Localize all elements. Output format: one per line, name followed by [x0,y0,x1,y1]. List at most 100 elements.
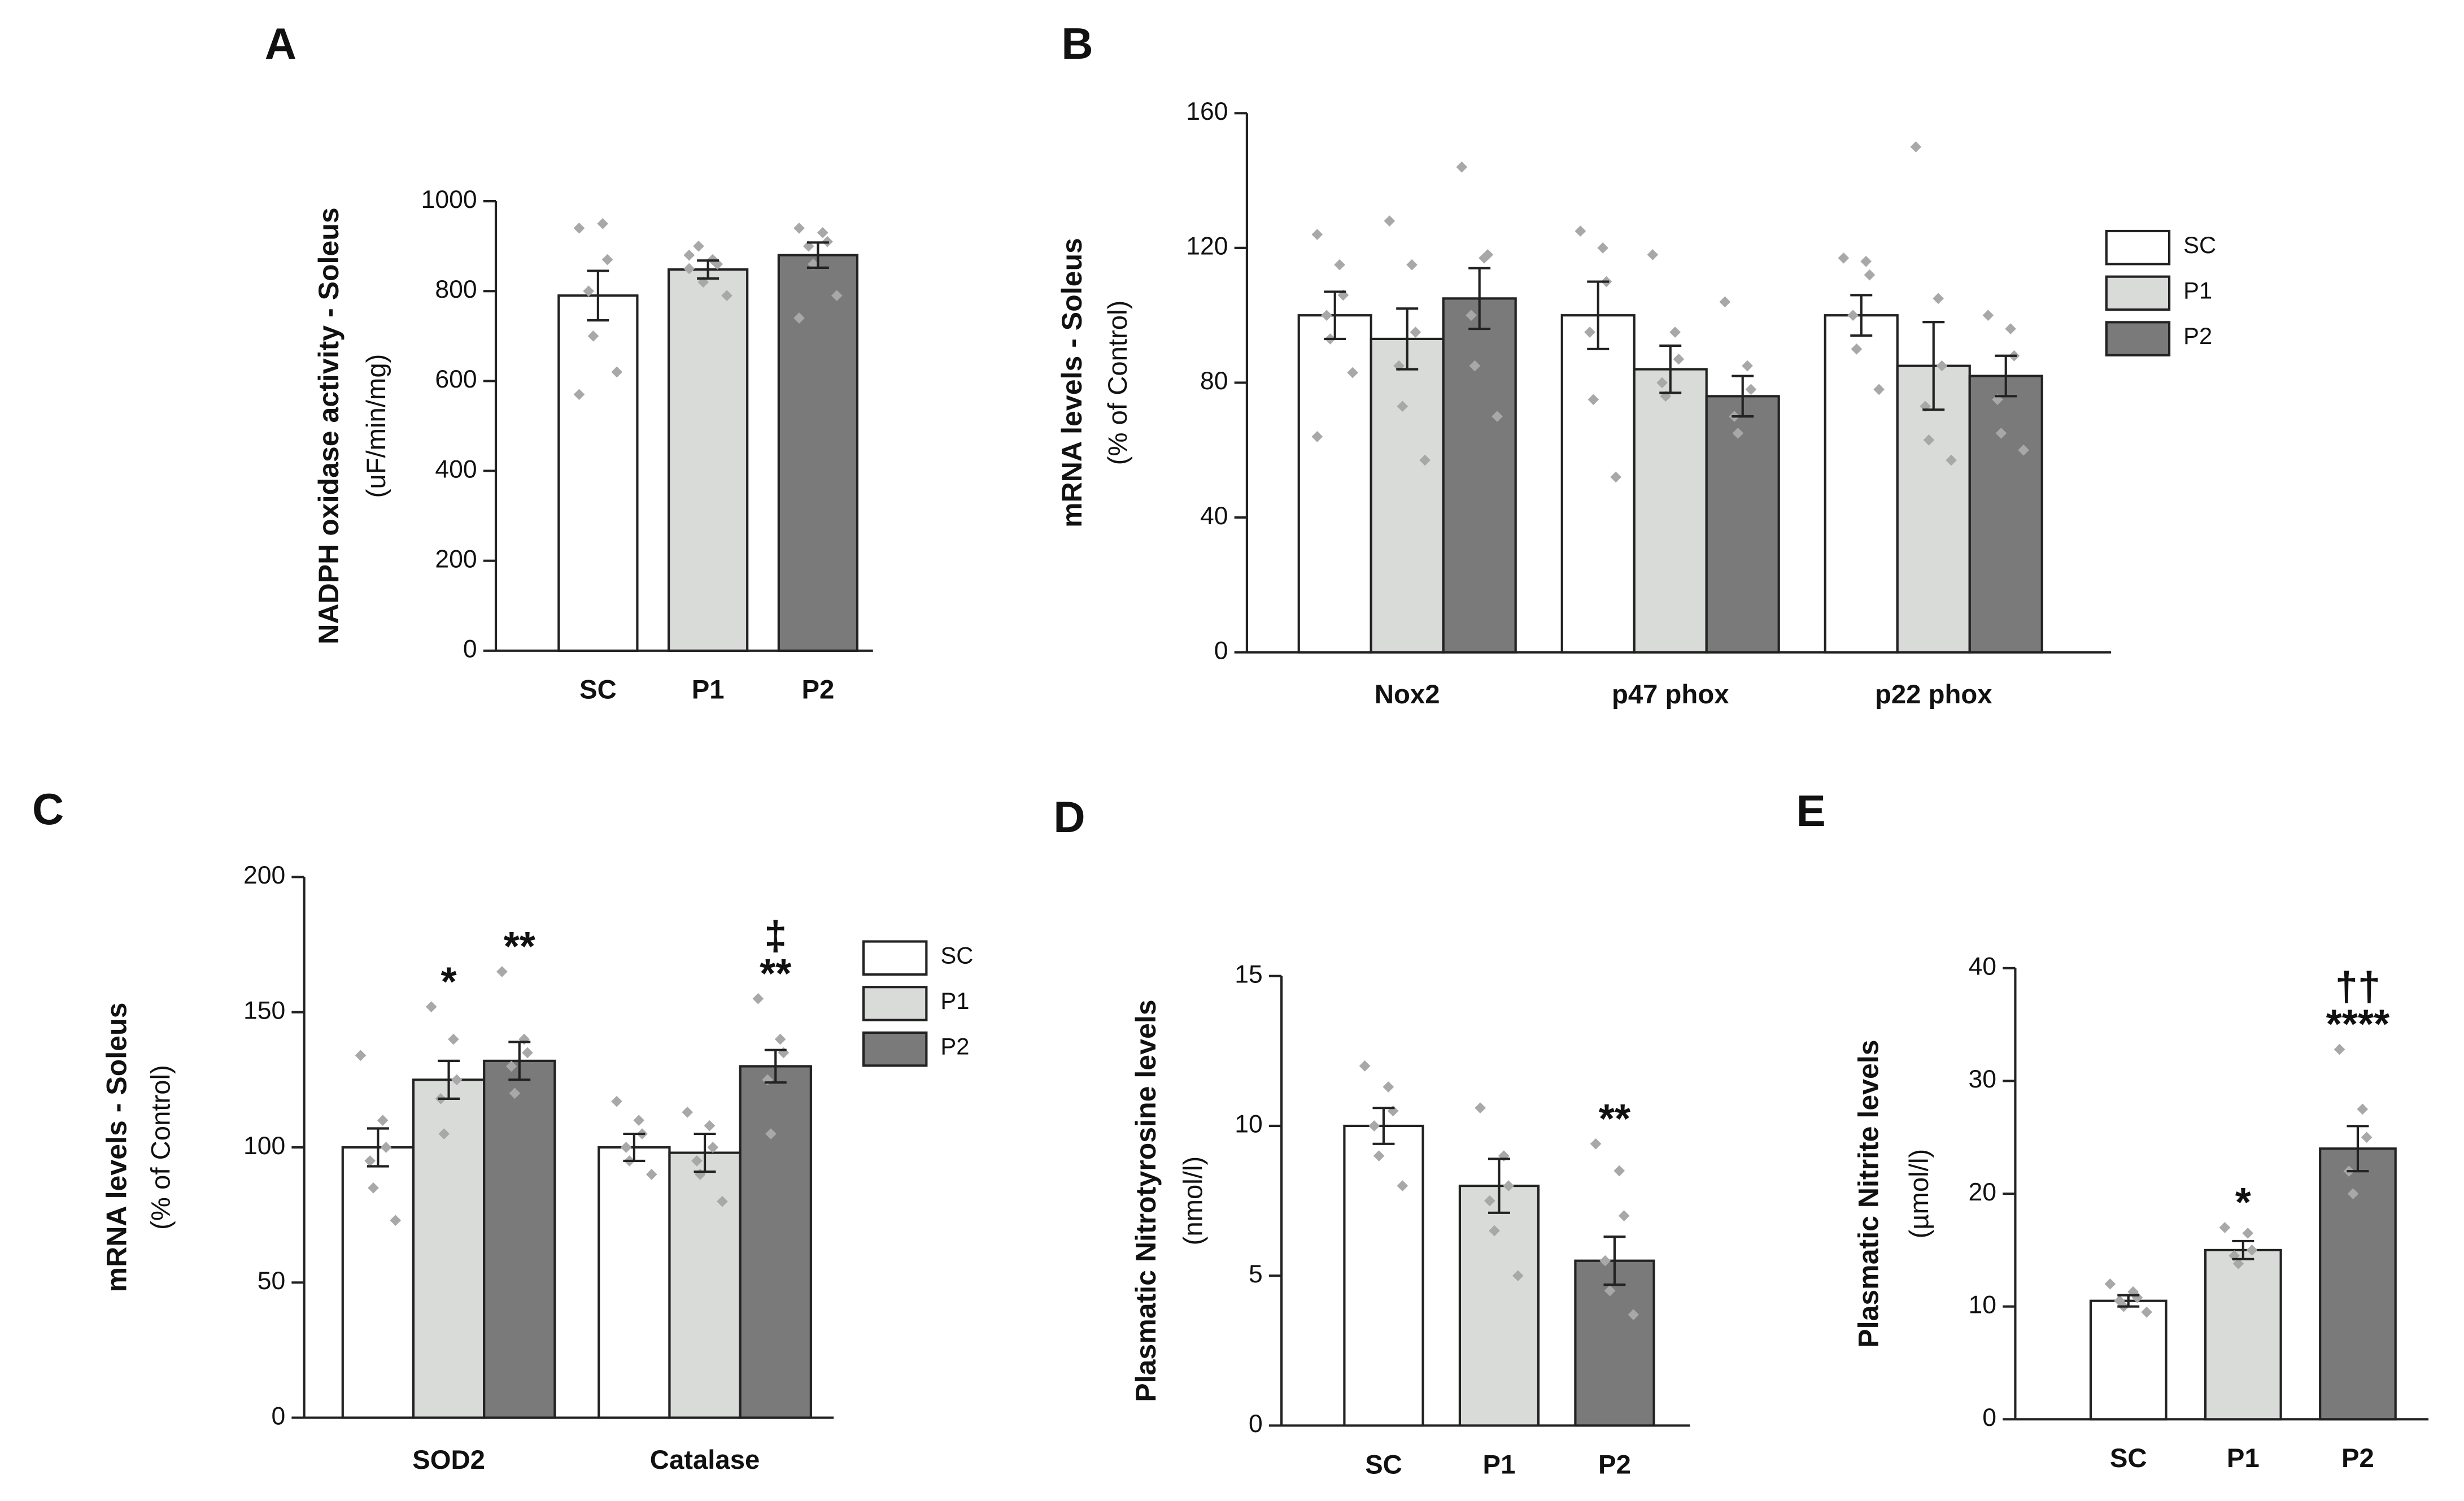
error-bar [1659,344,1682,394]
y-tick-label: 200 [435,545,477,573]
data-point [1910,141,1922,153]
y-tick-label: 1000 [421,186,477,214]
panel-label: E [1796,786,1826,836]
chart-panel: E Plasmatic Nitrite levels (µmol/l) 0 10 20 30… [1796,786,2429,1473]
error-bar [1324,290,1346,341]
significance-mark: ‡ [764,913,787,959]
x-tick-label: SC [579,675,617,705]
bar [1574,1259,1655,1427]
data-point [1383,1081,1394,1093]
x-tick-label: Catalase [650,1445,760,1475]
bar [1705,395,1780,654]
error-bar [1603,1235,1626,1286]
panel-label: D [1053,792,1085,842]
legend-label: P1 [940,987,969,1014]
data-point [1456,161,1468,173]
bar [1560,314,1636,654]
x-tick-label: P2 [1598,1450,1631,1480]
data-point [1575,225,1586,237]
data-point [1982,310,1994,321]
data-point [2242,1228,2254,1239]
data-point [1489,1225,1500,1237]
y-tick-label: 0 [271,1402,285,1430]
error-bar [694,1132,716,1173]
bar [1343,1124,1424,1427]
data-point [707,1142,719,1153]
data-point [1864,269,1876,281]
error-bar [2232,1239,2254,1260]
y-axis-unit: (µmol/l) [1904,1149,1934,1239]
error-bar [1850,294,1873,337]
y-axis-unit: (% of Control) [1103,301,1133,465]
data-point [831,290,843,302]
data-point [774,1033,786,1045]
x-tick-label: SOD2 [412,1445,485,1475]
error-bar [1488,1158,1510,1214]
data-point [509,1087,521,1099]
data-point [1321,310,1332,321]
significance-mark: ** [1599,1097,1631,1142]
data-point [1860,255,1872,267]
error-bar [1468,267,1491,330]
bar [1458,1184,1540,1427]
data-point [2361,1132,2373,1143]
significance-mark: * [441,959,457,1004]
data-point [1584,327,1595,338]
data-point [1838,252,1850,264]
chart-panel: A NADPH oxidase activity - Soleus (uF/min/… [265,19,873,705]
significance-mark: ** [504,924,536,969]
error-bar [1922,321,1945,411]
bar [1370,337,1445,654]
data-point [1742,360,1753,372]
data-point [721,290,732,302]
error-bar [587,269,609,322]
data-point [691,1155,703,1167]
significance-mark: †† [2335,964,2380,1010]
data-point [2246,1245,2258,1256]
x-tick-label: P1 [2227,1443,2260,1473]
bar [667,268,749,652]
data-point [1647,249,1659,260]
legend-label: SC [940,942,973,968]
data-point [1673,353,1685,365]
data-point [1334,259,1345,271]
y-axis-unit: (% of Control) [146,1065,176,1230]
data-point [1604,1285,1616,1296]
bar [2319,1147,2397,1421]
error-bar [2117,1294,2140,1308]
data-point [683,249,695,261]
data-point [355,1050,367,1061]
error-bar [806,241,829,269]
y-tick-label: 200 [243,862,285,889]
data-point [1469,360,1481,372]
y-tick-label: 15 [1235,960,1263,988]
bar [668,1151,742,1419]
y-tick-label: 0 [1982,1404,1996,1432]
y-tick-label: 40 [1200,502,1228,530]
y-axis-label: mRNA levels - Soleus [101,1003,133,1293]
significance-mark: * [2235,1180,2252,1225]
data-point [1599,1255,1611,1267]
x-tick-label: p47 phox [1612,680,1729,710]
y-tick-label: 30 [1969,1065,1997,1093]
data-point [1588,394,1599,406]
data-point [1347,367,1358,378]
y-axis-label: mRNA levels - Soleus [1056,238,1088,528]
y-tick-label: 50 [258,1267,286,1295]
x-tick-label: P1 [692,675,725,705]
panel-label: A [265,19,296,68]
data-point [505,1060,517,1072]
y-tick-label: 150 [243,997,285,1024]
data-point [1597,242,1608,254]
bar [598,1146,671,1419]
error-bar [508,1041,531,1081]
bar [1968,375,2043,654]
y-tick-label: 800 [435,276,477,303]
data-point [2104,1278,2116,1290]
error-bar [367,1127,389,1168]
data-point [1847,310,1859,321]
data-point [1406,259,1418,271]
bar [1633,368,1708,654]
data-point [1933,293,1944,304]
chart-panel: D Plasmatic Nitrotyrosine levels (nmol/l) 0… [1053,792,1690,1480]
